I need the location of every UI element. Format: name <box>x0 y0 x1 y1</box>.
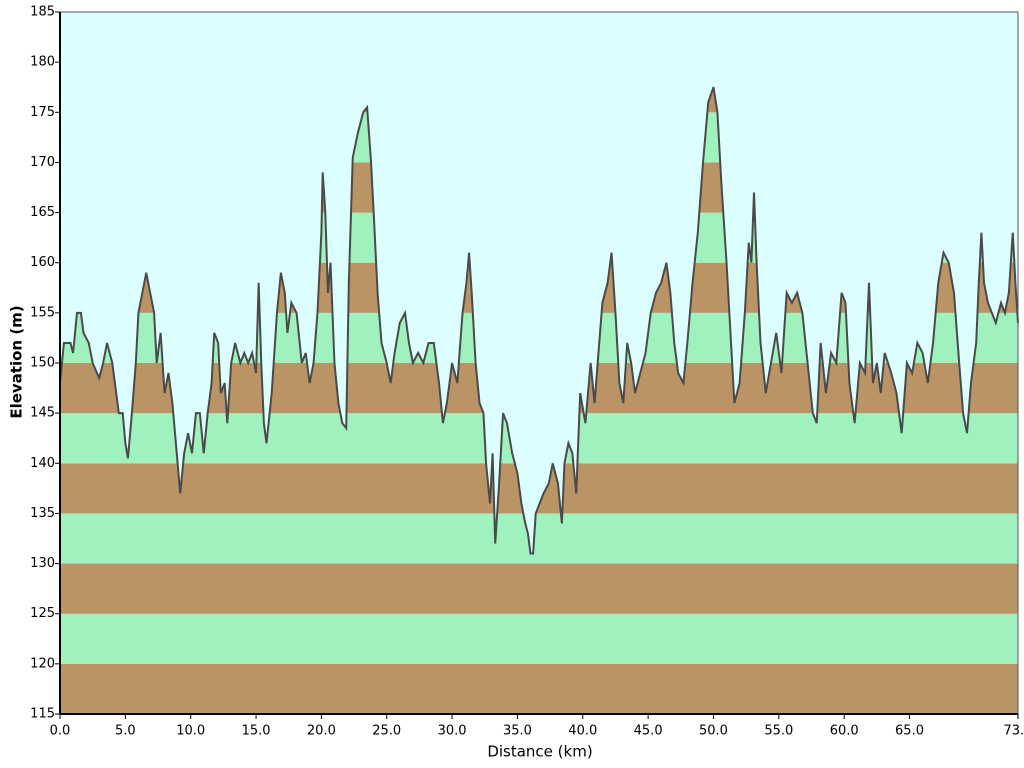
y-tick-label: 140 <box>30 456 55 471</box>
y-tick-label: 125 <box>30 606 55 621</box>
x-tick-label: 50.0 <box>699 724 728 739</box>
x-tick-label: 73.3 <box>1004 724 1024 739</box>
x-tick-label: 20.0 <box>307 724 336 739</box>
x-tick-label: 45.0 <box>634 724 663 739</box>
y-tick-label: 115 <box>30 707 55 722</box>
elevation-band <box>60 563 1018 614</box>
x-tick-label: 25.0 <box>372 724 401 739</box>
x-tick-label: 5.0 <box>115 724 136 739</box>
x-tick-label: 40.0 <box>568 724 597 739</box>
elevation-band <box>60 613 1018 664</box>
y-tick-label: 120 <box>30 656 55 671</box>
x-tick-label: 15.0 <box>242 724 271 739</box>
y-tick-label: 150 <box>30 356 55 371</box>
y-tick-label: 145 <box>30 406 55 421</box>
y-tick-label: 130 <box>30 556 55 571</box>
x-axis-label: Distance (km) <box>487 743 592 761</box>
y-axis-label: Elevation (m) <box>8 305 26 418</box>
elevation-line <box>59 86 1019 555</box>
y-tick-label: 160 <box>30 255 55 270</box>
plot-area <box>59 12 1019 714</box>
x-tick-label: 55.0 <box>764 724 793 739</box>
x-tick-label: 65.0 <box>895 724 924 739</box>
elevation-band <box>60 663 1018 714</box>
y-tick-label: 185 <box>30 5 55 20</box>
x-tick-label: 60.0 <box>830 724 859 739</box>
y-tick-label: 175 <box>30 105 55 120</box>
y-tick-label: 155 <box>30 305 55 320</box>
x-tick-label: 0.0 <box>50 724 71 739</box>
x-tick-label: 10.0 <box>176 724 205 739</box>
y-tick-label: 180 <box>30 55 55 70</box>
x-tick-label: 35.0 <box>503 724 532 739</box>
y-tick-label: 165 <box>30 205 55 220</box>
x-tick-label: 30.0 <box>438 724 467 739</box>
y-tick-label: 170 <box>30 155 55 170</box>
y-tick-label: 135 <box>30 506 55 521</box>
elevation-band <box>60 513 1018 564</box>
